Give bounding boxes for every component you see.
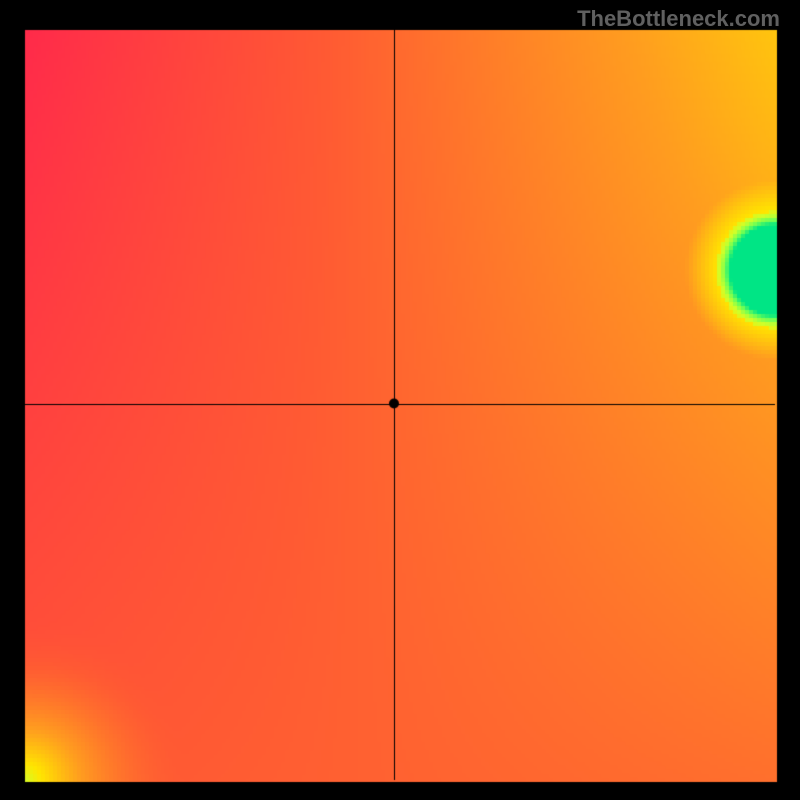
chart-container: TheBottleneck.com: [0, 0, 800, 800]
watermark-text: TheBottleneck.com: [577, 6, 780, 32]
heatmap-canvas: [0, 0, 800, 800]
